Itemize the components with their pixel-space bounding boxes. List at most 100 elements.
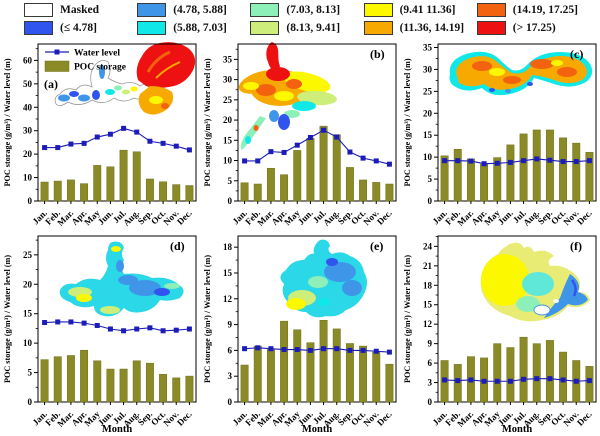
svg-text:15: 15 bbox=[423, 130, 433, 140]
legend-label: (> 17.25) bbox=[512, 22, 556, 34]
legend-label: (9.41 11.36] bbox=[399, 4, 456, 16]
legend-label: (5.88, 7.03] bbox=[173, 22, 227, 34]
legend-label: (≤ 4.78] bbox=[60, 22, 97, 34]
legend-item-5: (8.13, 9.41] bbox=[250, 21, 363, 35]
svg-text:35: 35 bbox=[223, 54, 233, 64]
svg-text:(f): (f) bbox=[570, 239, 582, 253]
svg-text:6: 6 bbox=[228, 345, 233, 355]
svg-text:POC storage (g/m³) / Water lev: POC storage (g/m³) / Water level (m) bbox=[3, 255, 12, 383]
svg-text:0: 0 bbox=[28, 196, 33, 206]
legend-item-3: (5.88, 7.03] bbox=[137, 21, 250, 35]
svg-text:60: 60 bbox=[23, 55, 33, 65]
svg-text:50: 50 bbox=[23, 79, 33, 89]
svg-text:6: 6 bbox=[428, 358, 433, 368]
svg-text:20: 20 bbox=[423, 108, 433, 118]
lake-map-c bbox=[449, 51, 593, 96]
svg-text:3: 3 bbox=[428, 378, 433, 388]
svg-text:40: 40 bbox=[23, 102, 33, 112]
svg-text:25: 25 bbox=[23, 250, 33, 260]
svg-text:9: 9 bbox=[228, 320, 233, 330]
svg-text:10: 10 bbox=[223, 156, 233, 166]
svg-text:20: 20 bbox=[23, 149, 33, 159]
svg-text:18: 18 bbox=[423, 280, 433, 290]
lake-map-f bbox=[480, 242, 590, 322]
svg-text:POC storage: POC storage bbox=[74, 63, 126, 73]
legend-label: (11.36, 14.19] bbox=[399, 22, 465, 34]
svg-text:0: 0 bbox=[428, 397, 433, 407]
legend-swatch bbox=[250, 21, 280, 35]
legend-label: (7.03, 8.13] bbox=[286, 4, 341, 16]
svg-text:20: 20 bbox=[23, 279, 33, 289]
svg-text:10: 10 bbox=[423, 152, 433, 162]
legend-swatch bbox=[24, 3, 53, 17]
lake-map-e bbox=[280, 239, 367, 318]
svg-text:12: 12 bbox=[223, 294, 233, 304]
color-class-legend: Masked (≤ 4.78] (4.78, 5.88] (5.88, 7.03] (7… bbox=[24, 1, 590, 37]
svg-text:Water level: Water level bbox=[74, 49, 120, 59]
legend-swatch bbox=[476, 21, 506, 35]
svg-text:Dec.: Dec. bbox=[375, 208, 394, 227]
svg-text:POC storage (g/m³) / Water lev: POC storage (g/m³) / Water level (m) bbox=[203, 58, 212, 186]
svg-text:10: 10 bbox=[23, 338, 33, 348]
legend-label: (4.78, 5.88] bbox=[173, 4, 227, 16]
svg-text:0: 0 bbox=[28, 397, 33, 407]
legend-item-8: (14.19, 17.25] bbox=[476, 3, 590, 17]
svg-text:30: 30 bbox=[23, 126, 33, 136]
svg-text:POC storage (g/m³) / Water lev: POC storage (g/m³) / Water level (m) bbox=[403, 255, 412, 383]
svg-text:15: 15 bbox=[223, 135, 233, 145]
svg-text:Dec.: Dec. bbox=[175, 409, 194, 428]
legend-item-4: (7.03, 8.13] bbox=[250, 3, 363, 17]
legend-swatch bbox=[363, 21, 393, 35]
legend-label: Masked bbox=[60, 4, 99, 16]
svg-text:0: 0 bbox=[228, 196, 233, 206]
svg-text:9: 9 bbox=[428, 339, 433, 349]
legend-swatch bbox=[476, 3, 506, 17]
svg-text:21: 21 bbox=[423, 261, 433, 271]
svg-text:POC storage (g/m³) / Water lev: POC storage (g/m³) / Water level (m) bbox=[203, 255, 212, 383]
legend-item-0: Masked bbox=[24, 3, 137, 17]
svg-text:Dec.: Dec. bbox=[175, 208, 194, 227]
panel-d: 0 5 10 15 20 25 Jan. Feb. Mar. Apr. May Jun. Jul. Aug… bbox=[0, 230, 200, 436]
svg-text:5: 5 bbox=[228, 176, 233, 186]
svg-text:5: 5 bbox=[28, 368, 33, 378]
svg-text:30: 30 bbox=[223, 75, 233, 85]
svg-text:Dec.: Dec. bbox=[575, 409, 594, 428]
svg-text:30: 30 bbox=[423, 64, 433, 74]
svg-text:Dec.: Dec. bbox=[375, 409, 394, 428]
legend-swatch bbox=[363, 3, 393, 17]
svg-text:(e): (e) bbox=[370, 239, 383, 253]
svg-text:12: 12 bbox=[423, 319, 433, 329]
legend-label: (14.19, 17.25] bbox=[512, 4, 578, 16]
legend-swatch bbox=[137, 21, 167, 35]
svg-text:15: 15 bbox=[223, 268, 233, 278]
legend-item-6: (9.41 11.36] bbox=[363, 3, 477, 17]
svg-text:25: 25 bbox=[223, 95, 233, 105]
svg-text:Month: Month bbox=[102, 424, 132, 435]
legend-item-9: (> 17.25) bbox=[476, 21, 590, 35]
legend-item-7: (11.36, 14.19] bbox=[363, 21, 477, 35]
svg-text:15: 15 bbox=[23, 309, 33, 319]
svg-text:Month: Month bbox=[302, 424, 332, 435]
svg-text:POC storage (g/m³) / Water lev: POC storage (g/m³) / Water level (m) bbox=[3, 58, 12, 186]
lake-map-d bbox=[59, 241, 184, 317]
svg-text:3: 3 bbox=[228, 371, 233, 381]
svg-text:25: 25 bbox=[423, 86, 433, 96]
svg-text:20: 20 bbox=[223, 115, 233, 125]
svg-text:10: 10 bbox=[23, 173, 33, 183]
svg-text:15: 15 bbox=[423, 300, 433, 310]
panel-c: 0 5 10 15 20 25 30 35 Jan. Feb. Mar. Apr. May Jun. Jul… bbox=[400, 38, 600, 230]
svg-text:Month: Month bbox=[502, 424, 532, 435]
legend-item-2: (4.78, 5.88] bbox=[137, 3, 250, 17]
svg-text:POC storage (g/m³) / Water lev: POC storage (g/m³) / Water level (m) bbox=[403, 58, 412, 186]
legend-item-1: (≤ 4.78] bbox=[24, 21, 137, 35]
svg-text:5: 5 bbox=[428, 174, 433, 184]
panel-b: 0 5 10 15 20 25 30 35 Jan. Feb. Mar. Apr. May Jun. Jul… bbox=[200, 38, 400, 230]
lake-map-a bbox=[54, 42, 196, 115]
svg-text:35: 35 bbox=[423, 43, 433, 53]
legend-label: (8.13, 9.41] bbox=[286, 22, 341, 34]
svg-text:24: 24 bbox=[423, 241, 433, 251]
legend-swatch bbox=[24, 21, 53, 35]
lake-map-b bbox=[238, 42, 337, 150]
svg-text:(d): (d) bbox=[170, 239, 185, 253]
legend-swatch bbox=[250, 3, 280, 17]
